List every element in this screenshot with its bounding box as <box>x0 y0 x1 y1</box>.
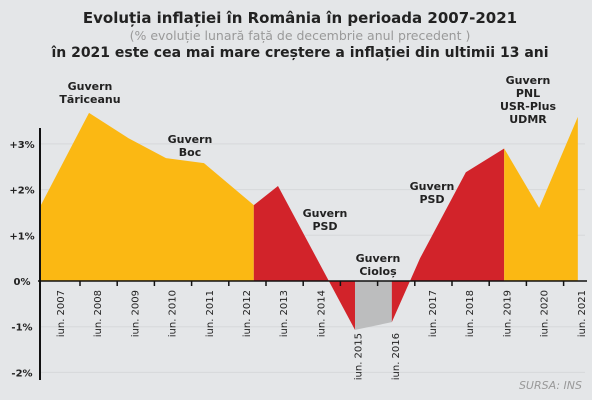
area-segment-3 <box>391 148 505 323</box>
y-tick-label: -1% <box>11 323 32 334</box>
government-label-line: Guvern <box>410 180 455 193</box>
area-segment-4 <box>504 116 578 281</box>
x-tick-label: iun. 2008 <box>93 290 104 337</box>
x-tick-label: iun. 2020 <box>540 290 551 337</box>
x-tick-label: iun. 2007 <box>56 290 67 337</box>
government-label-line: Guvern <box>68 80 113 93</box>
chart-headline: în 2021 este cea mai mare creștere a inf… <box>51 45 549 61</box>
x-tick-label: iun. 2018 <box>465 290 476 337</box>
government-label-line: Guvern <box>303 207 348 220</box>
government-label-line: Guvern <box>356 252 401 265</box>
government-label-line: PSD <box>419 193 444 206</box>
chart-subtitle: (% evoluție lunară față de decembrie anu… <box>129 28 471 43</box>
x-tick-label: iun. 2010 <box>168 290 179 337</box>
government-label-line: Cioloș <box>359 265 397 278</box>
x-tick-label: iun. 2014 <box>316 290 327 337</box>
area-segment-2 <box>354 281 392 330</box>
government-label-line: USR-Plus <box>500 100 557 113</box>
government-label: Guvern PSD <box>410 180 455 206</box>
government-label: Guvern Boc <box>168 133 213 159</box>
y-tick-label: +2% <box>9 186 34 197</box>
y-tick-label: +3% <box>9 140 34 151</box>
x-tick-label: iun. 2011 <box>205 290 216 337</box>
chart-title: Evoluția inflației în România în perioad… <box>82 9 518 27</box>
government-label: Guvern PNL USR-Plus UDMR <box>500 74 557 126</box>
y-tick-label: 0% <box>14 277 31 288</box>
x-tick-label: iun. 2013 <box>279 290 290 337</box>
government-label-line: PNL <box>516 87 540 100</box>
government-label-line: Boc <box>179 146 201 159</box>
x-tick-label: iun. 2009 <box>130 290 141 337</box>
government-label: Guvern PSD <box>303 207 348 233</box>
x-tick-label: iun. 2012 <box>242 290 253 337</box>
x-tick-label: iun. 2017 <box>428 290 439 337</box>
government-label-line: UDMR <box>509 113 547 126</box>
government-label: Guvern Tăriceanu <box>59 80 120 106</box>
government-label-line: PSD <box>312 220 337 233</box>
area-segment-1 <box>253 185 355 330</box>
x-tick-label: iun. 2021 <box>577 290 588 337</box>
x-tick-label: iun. 2015 <box>354 333 365 380</box>
source-label: SURSA: INS <box>519 379 582 392</box>
y-tick-label: -2% <box>11 368 32 379</box>
government-label-line: Tăriceanu <box>59 93 120 106</box>
government-label-line: Guvern <box>168 133 213 146</box>
government-label-line: Guvern <box>506 74 551 87</box>
x-tick-label: iun. 2019 <box>502 290 513 337</box>
y-tick-label: +1% <box>9 231 34 242</box>
area-segment-0 <box>39 112 254 281</box>
government-label: Guvern Cioloș <box>356 252 401 278</box>
x-tick-label: iun. 2016 <box>391 333 402 380</box>
